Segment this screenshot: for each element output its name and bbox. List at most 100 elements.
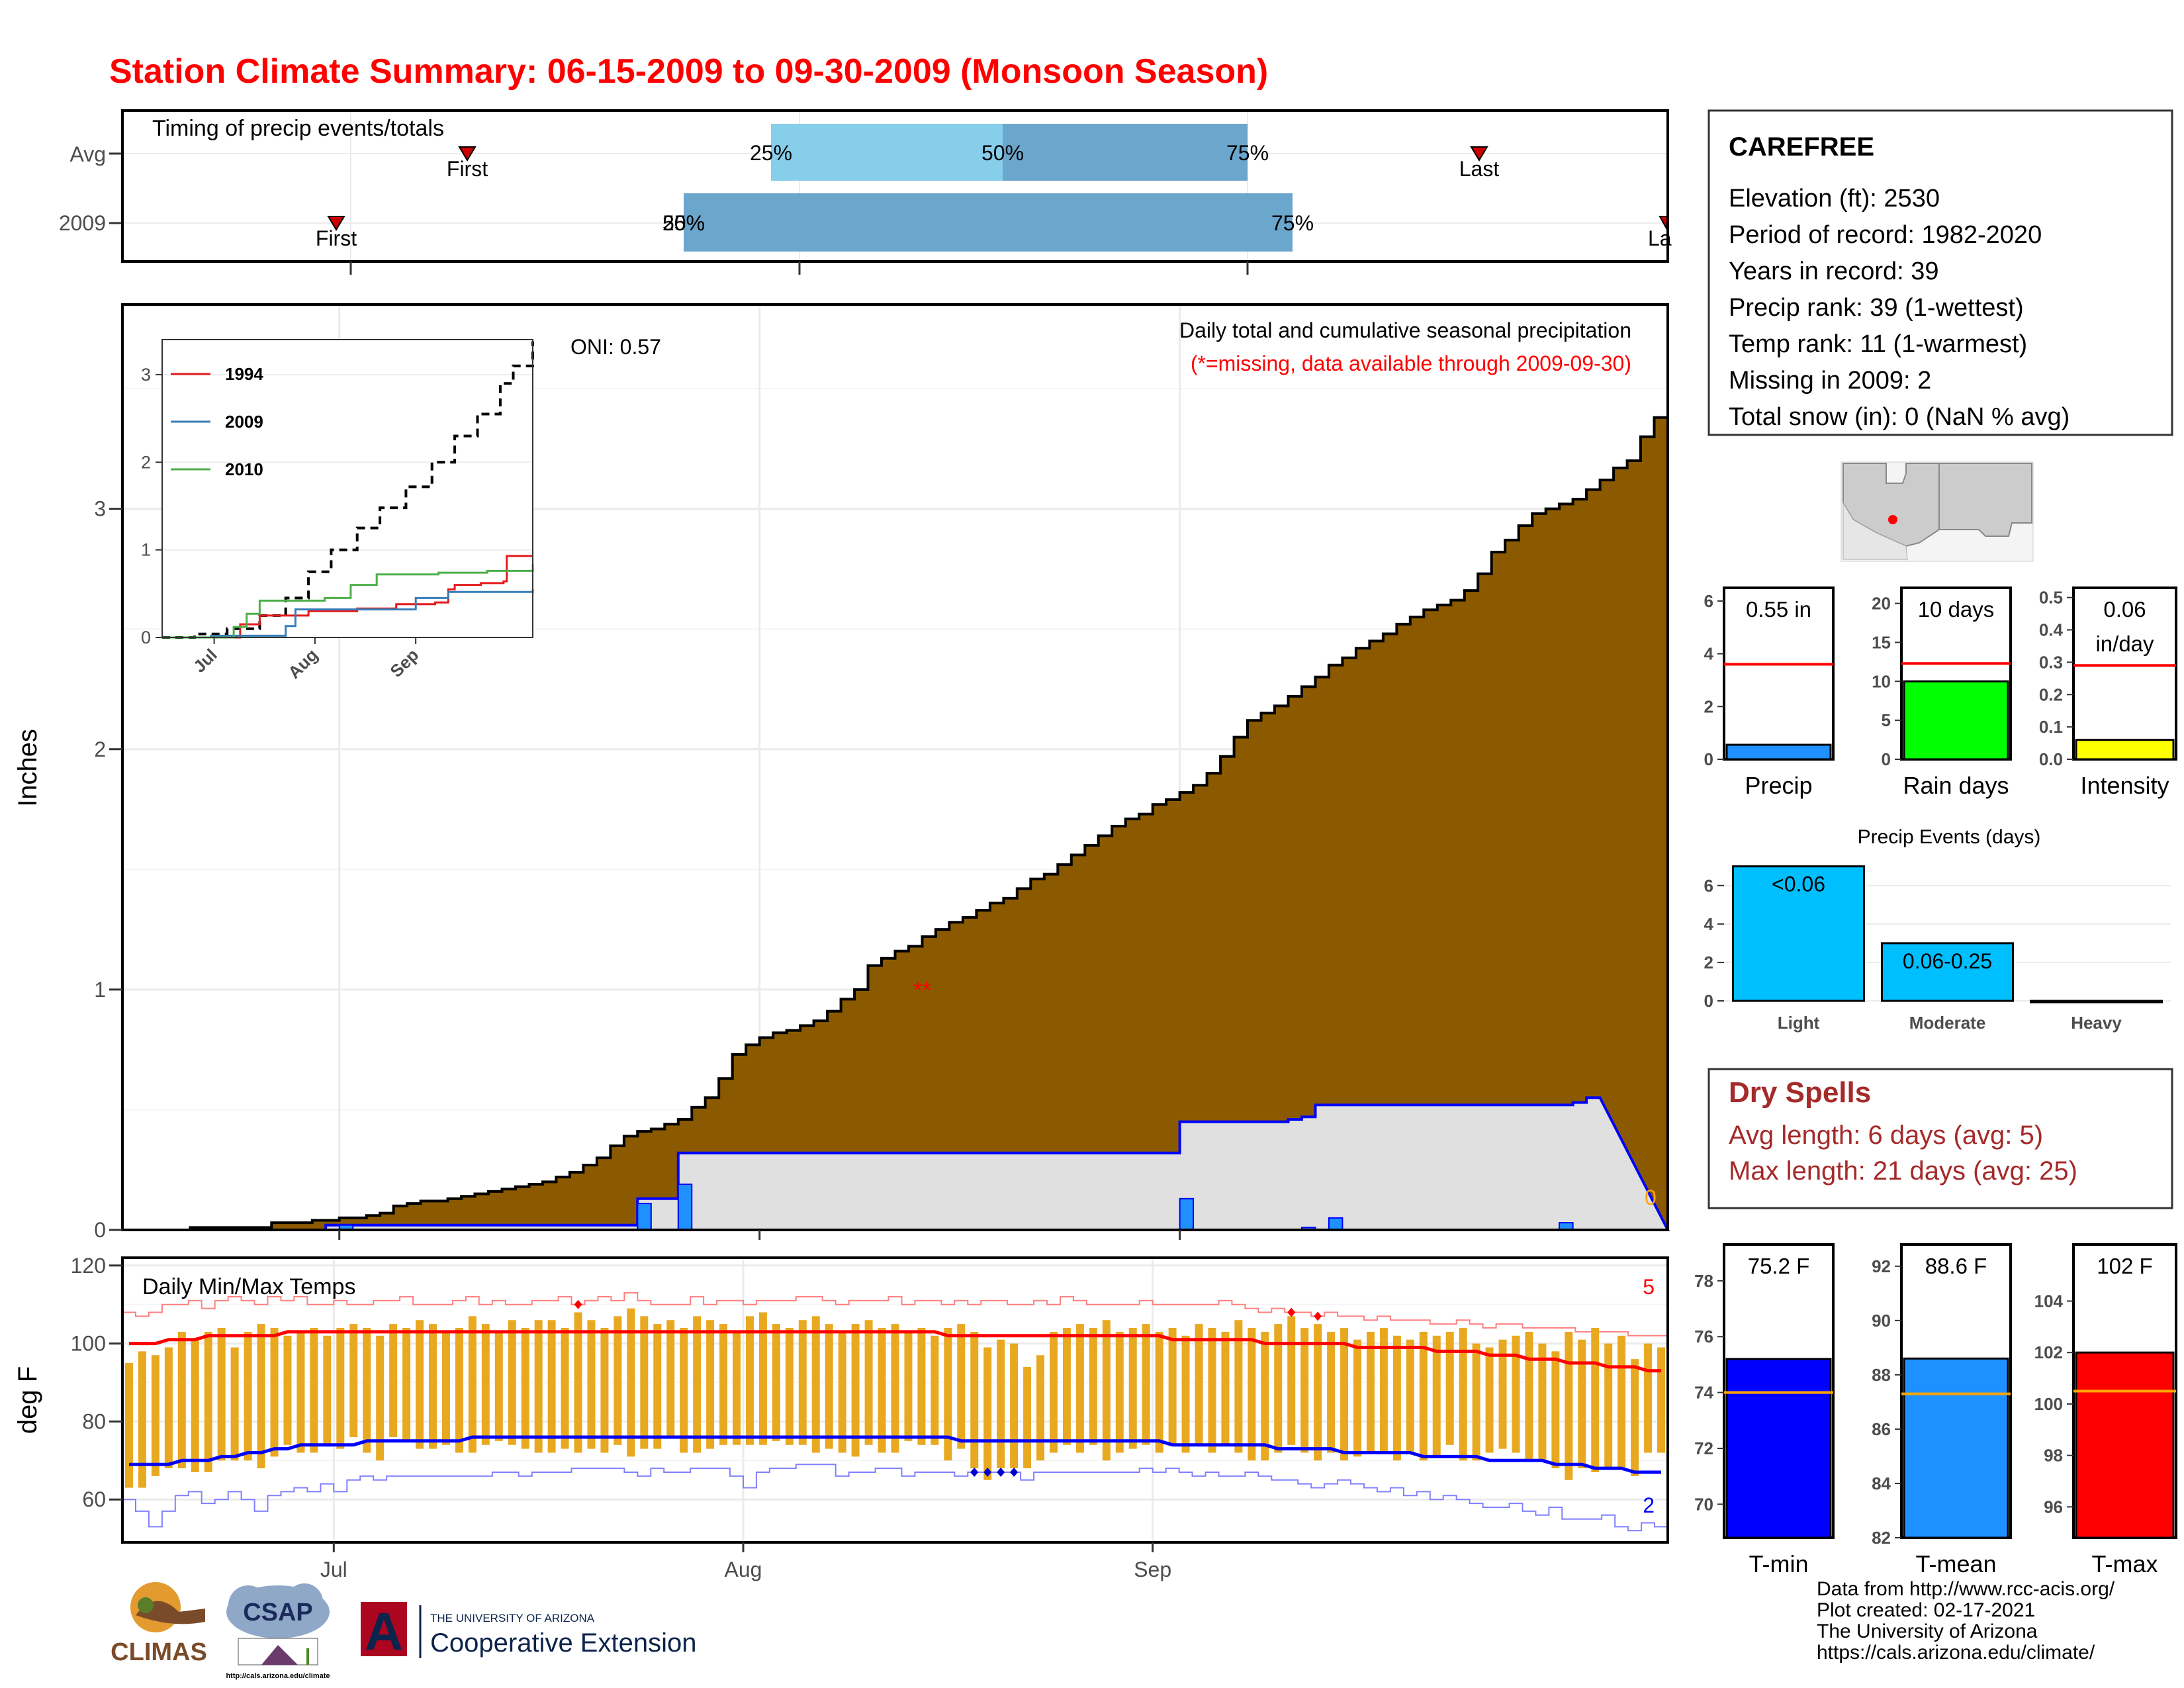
- tmax-chart-tick-label: 96: [2044, 1497, 2063, 1517]
- footer-data-source: Data from http://www.rcc-acis.org/: [1817, 1578, 2115, 1600]
- daily-temp-bar: [811, 1316, 820, 1453]
- precip-panel: ** 0 Daily total and cumulative seasonal…: [13, 303, 1670, 1242]
- dry-spells-max: Max length: 21 days (avg: 25): [1729, 1156, 2077, 1186]
- temp-y-tick-label: 120: [71, 1254, 106, 1278]
- daily-temp-bar: [706, 1320, 715, 1449]
- intensity-chart-tick-label: 0.0: [2039, 749, 2063, 769]
- precip-total-chart-frame: [1723, 586, 1835, 761]
- missing-data-marker: **: [913, 978, 931, 1003]
- daily-temp-bar: [614, 1316, 622, 1445]
- daily-temp-bar: [177, 1331, 186, 1469]
- event-bar-moderate: [1881, 942, 2014, 1002]
- daily-temp-bar: [455, 1328, 463, 1453]
- daily-temp-bar: [878, 1328, 886, 1453]
- daily-temp-bar: [838, 1331, 846, 1453]
- csap-url: http://cals.arizona.edu/climate: [226, 1672, 330, 1680]
- timing-avg-last-label: Last: [1459, 157, 1500, 181]
- daily-temp-bar: [1498, 1339, 1507, 1449]
- daily-temp-bar: [666, 1320, 675, 1437]
- csap-mountain: [261, 1645, 298, 1665]
- station-detail-line: Missing in 2009: 2: [1729, 367, 1931, 395]
- precip-events-chart: Precip Events (days) <0.06 Light 0.06-0.25…: [1704, 826, 2171, 1033]
- daily-temp-bar: [1459, 1328, 1467, 1461]
- event-category-label: Light: [1778, 1013, 1820, 1033]
- location-map: [1841, 461, 2034, 562]
- daily-temp-bar: [1485, 1347, 1494, 1453]
- daily-temp-bar: [468, 1316, 477, 1453]
- event-bar-label: <0.06: [1772, 872, 1825, 896]
- timing-2009-q50-label: 50%: [662, 211, 705, 235]
- daily-temp-bar: [1631, 1359, 1639, 1476]
- daily-temp-bar: [1578, 1339, 1586, 1469]
- daily-temp-bar: [310, 1328, 318, 1453]
- daily-temp-bar: [1565, 1331, 1573, 1480]
- daily-temp-bar: [745, 1316, 754, 1445]
- daily-temp-bar: [1089, 1328, 1097, 1445]
- daily-temp-bar: [349, 1324, 358, 1437]
- daily-temp-bar: [1062, 1328, 1071, 1445]
- daily-temp-bar: [1075, 1324, 1084, 1453]
- record-high-count: 5: [1643, 1275, 1655, 1299]
- avg-tmin-line: [129, 1435, 1661, 1474]
- daily-temp-bar: [1657, 1347, 1666, 1453]
- daily-temp-bar: [1234, 1320, 1243, 1453]
- tmean-chart-tick-label: 90: [1872, 1311, 1891, 1331]
- timing-panel-title: Timing of precip events/totals: [152, 116, 444, 141]
- daily-temp-bar: [758, 1312, 767, 1445]
- daily-temp-bar: [957, 1324, 966, 1449]
- event-bar-heavy: [2030, 1000, 2163, 1004]
- dry-spells-frame: [1707, 1068, 2173, 1209]
- station-location-dot: [1888, 515, 1897, 524]
- footer-university: The University of Arizona: [1817, 1620, 2038, 1642]
- timing-2009-first-label: First: [316, 226, 357, 250]
- daily-temp-bar: [1472, 1343, 1480, 1461]
- inset-border: [161, 339, 533, 638]
- daily-temp-bar: [851, 1324, 860, 1457]
- timing-panel-border: [121, 109, 1669, 263]
- timing-avg-q75-label: 75%: [1226, 141, 1269, 165]
- tmin-chart-tick-label: 72: [1694, 1438, 1713, 1458]
- record-markers: [574, 1299, 1322, 1477]
- daily-temp-bar: [481, 1324, 490, 1445]
- record-high-marker: [1314, 1311, 1322, 1321]
- daily-temp-bar: [1010, 1343, 1019, 1469]
- daily-temp-bar: [1248, 1328, 1256, 1461]
- logo-strip: CLIMAS CSAP http://cals.arizona.edu/clim…: [111, 1582, 696, 1680]
- temp-panel-border: [121, 1256, 1669, 1544]
- daily-temp-bar: [1168, 1328, 1177, 1445]
- temp-panel-title: Daily Min/Max Temps: [142, 1274, 355, 1299]
- rain-days-chart-tick-label: 10: [1872, 671, 1891, 691]
- inset-series-line-2009: [162, 589, 534, 639]
- tmean-chart-value-label: 88.6 F: [1925, 1254, 1987, 1278]
- timing-2009-q75-label: 75%: [1271, 211, 1314, 235]
- precip-y-tick-label: 3: [94, 497, 106, 521]
- daily-temp-bar: [627, 1308, 635, 1457]
- precip-events-title: Precip Events (days): [1858, 826, 2041, 848]
- intensity-chart-tick-label: 0.1: [2039, 717, 2063, 737]
- daily-temp-bar: [1432, 1335, 1441, 1457]
- record-high-marker: [1287, 1307, 1296, 1317]
- daily-precip-bar: [1328, 1217, 1343, 1231]
- tmax-chart-tick-label: 100: [2034, 1394, 2063, 1414]
- ua-block-a: A: [365, 1602, 403, 1661]
- timing-avg-first-label: First: [447, 157, 488, 181]
- rain-days-chart-tick-label: 15: [1872, 632, 1891, 652]
- tmin-chart-tick-label: 70: [1694, 1494, 1713, 1514]
- daily-temp-bar: [931, 1335, 939, 1445]
- temp-y-tick-label: 80: [82, 1409, 106, 1433]
- timing-row-label-avg: Avg: [69, 142, 106, 166]
- inset-series-line-2010: [162, 563, 534, 639]
- daily-temp-bar: [1617, 1335, 1626, 1469]
- ua-cooperative-extension: Cooperative Extension: [430, 1628, 696, 1658]
- csap-cloud-part: [228, 1585, 268, 1625]
- daily-temp-bar: [1327, 1331, 1336, 1453]
- tmin-chart-tick-label: 78: [1694, 1271, 1713, 1291]
- intensity-chart-frame: [2072, 586, 2177, 761]
- daily-temp-bar: [441, 1331, 450, 1445]
- daily-temp-bar: [204, 1331, 212, 1472]
- climas-leaf: [138, 1597, 154, 1613]
- inset-legend-label: 1994: [225, 364, 263, 384]
- timing-avg-first-marker: [458, 146, 477, 162]
- temp-summary-bars: 75.2 F 70 72 74 76 78 T-min 88.6 F 82 84 86 88 90 92 T…: [1694, 1243, 2177, 1577]
- daily-temp-bar: [733, 1331, 741, 1445]
